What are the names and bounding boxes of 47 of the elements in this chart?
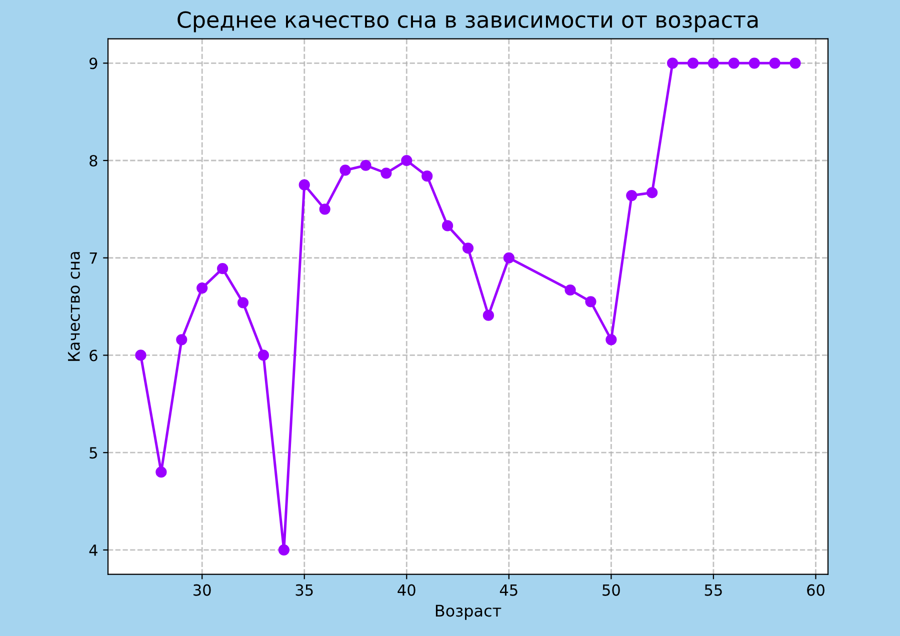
point	[503, 252, 514, 264]
point	[666, 58, 678, 69]
x-axis-title: Возраст	[436, 604, 502, 620]
y-tick-label: 5	[90, 447, 97, 459]
point	[380, 168, 392, 179]
x-tick-label: 50	[602, 584, 620, 596]
point	[482, 310, 494, 321]
point	[176, 334, 188, 346]
x-tick-label: 55	[704, 584, 722, 596]
point	[216, 263, 228, 274]
chart-title: Среднее качество сна в зависимости от возраста	[178, 11, 758, 32]
point	[196, 282, 208, 294]
point	[564, 284, 576, 296]
x-tick-label: 40	[398, 584, 416, 596]
point	[585, 296, 596, 308]
point	[422, 170, 433, 182]
point	[606, 334, 617, 346]
point	[748, 58, 760, 69]
point	[769, 58, 780, 69]
point	[646, 187, 658, 198]
point	[687, 58, 699, 69]
point	[626, 190, 638, 202]
point	[360, 160, 372, 171]
point	[278, 544, 290, 556]
point	[135, 350, 146, 361]
point	[319, 204, 330, 215]
x-tick-label: 35	[296, 584, 313, 596]
point	[728, 58, 740, 69]
point	[237, 297, 249, 308]
point	[258, 350, 270, 361]
y-axis-title: Качество сна	[68, 252, 80, 361]
x-tick-label: 30	[194, 584, 211, 596]
x-tick-label: 60	[807, 584, 824, 596]
y-tick-label: 9	[90, 58, 98, 70]
point	[790, 58, 801, 69]
y-tick-label: 4	[89, 544, 98, 556]
x-tick-label: 45	[500, 584, 518, 596]
point	[298, 179, 310, 190]
point	[708, 58, 720, 69]
y-tick-label: 8	[90, 154, 98, 167]
point	[401, 154, 412, 166]
point	[340, 164, 351, 176]
point	[156, 466, 167, 478]
point	[442, 220, 454, 232]
y-tick-label: 6	[90, 350, 98, 362]
point	[462, 242, 474, 254]
y-tick-label: 7	[90, 252, 97, 264]
